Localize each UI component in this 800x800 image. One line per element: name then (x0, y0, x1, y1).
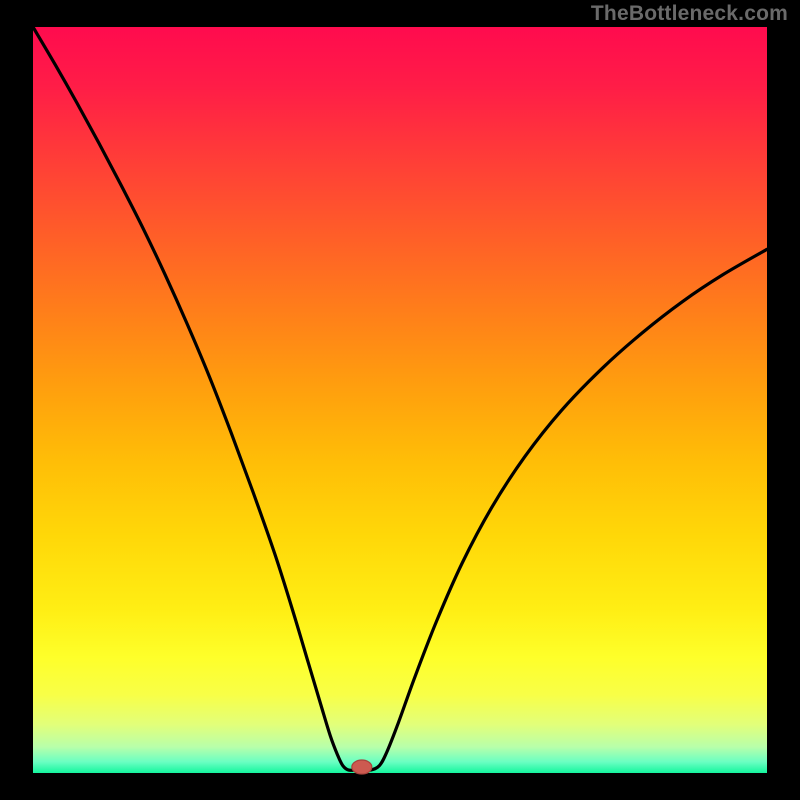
watermark-text: TheBottleneck.com (591, 2, 788, 26)
plot-background (33, 27, 767, 773)
optimal-point-marker (352, 760, 372, 774)
bottleneck-chart (0, 0, 800, 800)
